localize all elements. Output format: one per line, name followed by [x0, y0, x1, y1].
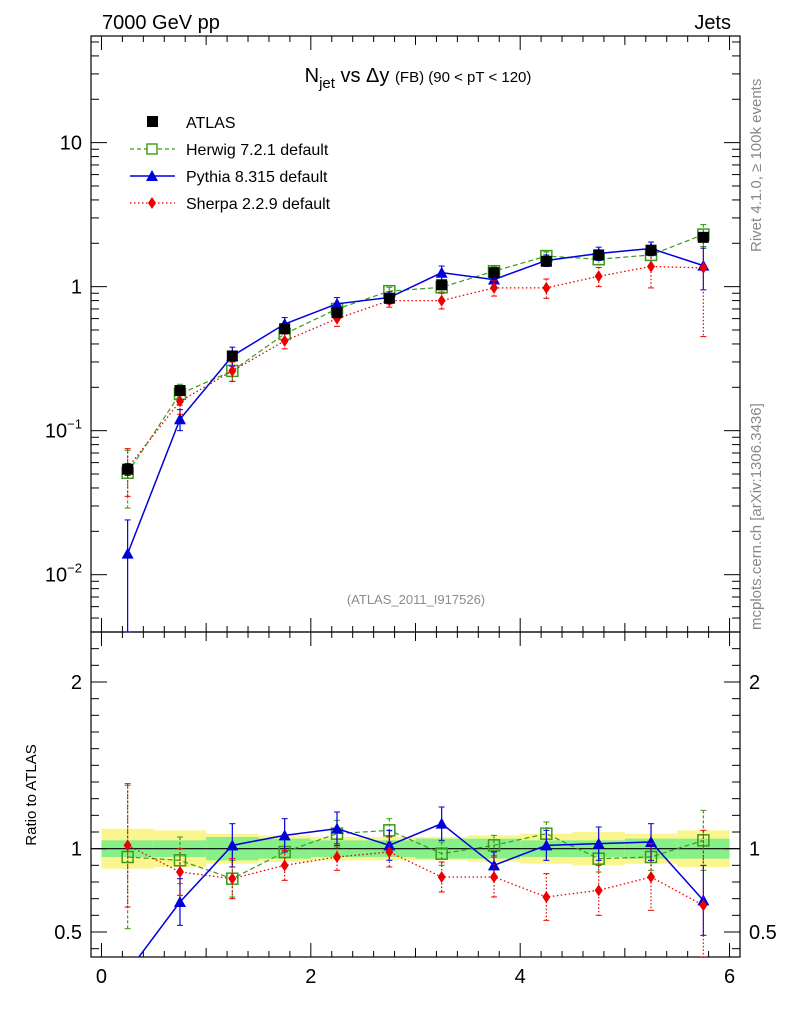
pythia-point	[592, 837, 605, 849]
legend: ATLAS Herwig 7.2.1 default Pythia 8.315 …	[130, 115, 331, 213]
sherpa-point	[228, 364, 237, 377]
frames-layer: 0 2 4 6 10−2 10−1 1 10 0.5 0.5 1 1 2 2	[45, 35, 777, 988]
sherpa-point	[332, 851, 341, 863]
pythia-main-line	[126, 247, 704, 554]
series-sherpa	[123, 235, 708, 497]
sherpa-point	[699, 261, 708, 274]
sherpa-point	[280, 334, 289, 347]
legend-sherpa-marker	[148, 197, 156, 209]
y-tick-label: 1	[71, 277, 82, 299]
herwig-main-line	[127, 233, 704, 474]
pythia-point	[173, 413, 186, 425]
sherpa-point	[437, 871, 446, 883]
pythia-point	[226, 839, 239, 851]
ratio-series-sherpa	[123, 783, 708, 957]
herwig-point	[173, 854, 187, 867]
atlas-point	[122, 463, 134, 475]
atlas-point	[697, 231, 709, 243]
x-tick-label: 2	[305, 966, 316, 988]
analysis-label: (ATLAS_2011_I917526)	[347, 592, 485, 607]
atlas-point	[383, 292, 395, 304]
sherpa-point	[490, 281, 499, 294]
legend-sherpa-label: Sherpa 2.2.9 default	[186, 196, 331, 213]
pythia-point	[121, 547, 134, 559]
sherpa-main-line	[127, 265, 704, 469]
pythia-point	[645, 836, 658, 847]
sherpa-point	[175, 395, 184, 408]
atlas-point	[488, 267, 500, 279]
legend-herwig-marker	[146, 143, 158, 155]
x-tick-label: 0	[96, 966, 107, 988]
sherpa-point	[385, 846, 394, 858]
herwig-point	[435, 847, 448, 860]
sherpa-point	[542, 891, 551, 903]
pythia-point	[330, 297, 343, 309]
x-tick-label: 6	[724, 966, 735, 988]
atlas-point	[593, 249, 605, 261]
ratio-y-tick-label: 1	[71, 839, 82, 861]
atlas-point	[279, 323, 291, 335]
sherpa-point	[699, 899, 708, 912]
atlas-point	[436, 279, 448, 291]
pythia-point	[540, 839, 553, 851]
header-left: 7000 GeV pp	[102, 12, 220, 34]
atlas-point	[174, 385, 186, 397]
ratio-frame	[90, 631, 741, 958]
pythia-point	[435, 817, 448, 829]
y-tick-label: 10−2	[45, 561, 82, 587]
ratio-ylabel: Ratio to ATLAS	[23, 744, 40, 845]
ratio-series-pythia	[137, 806, 710, 957]
pythia-point	[435, 266, 448, 278]
rivet-label: Rivet 4.1.0, ≥ 100k events	[748, 79, 765, 252]
ratio-y-tick-label-right: 1	[749, 839, 760, 861]
ratio-y-tick-label: 0.5	[54, 922, 82, 944]
series-herwig	[121, 224, 710, 509]
legend-atlas-marker	[147, 116, 158, 127]
y-tick-label: 10	[60, 133, 82, 155]
legend-pythia-marker	[146, 170, 158, 181]
pythia-ratio-line	[137, 822, 704, 957]
legend-herwig-label: Herwig 7.2.1 default	[186, 142, 329, 159]
sherpa-point	[594, 884, 603, 897]
sherpa-ratio-line	[127, 844, 704, 906]
ratio-y-tick-label: 2	[71, 672, 82, 694]
pythia-point	[173, 896, 186, 907]
herwig-point	[487, 839, 501, 852]
sherpa-point	[123, 839, 132, 852]
sherpa-point	[594, 270, 603, 283]
legend-atlas-label: ATLAS	[186, 115, 236, 132]
series-atlas	[122, 231, 709, 476]
ratio-y-tick-label-right: 0.5	[749, 922, 777, 944]
herwig-ratio-line	[127, 829, 704, 880]
atlas-point	[540, 255, 552, 267]
pythia-point	[278, 829, 291, 841]
atlas-point	[331, 307, 343, 319]
sherpa-point	[280, 859, 289, 872]
sherpa-point	[437, 294, 446, 307]
sherpa-point	[647, 871, 656, 883]
legend-pythia-label: Pythia 8.315 default	[186, 169, 328, 186]
x-tick-label: 4	[515, 966, 526, 988]
sherpa-point	[542, 281, 551, 294]
mcplots-label: mcplots.cern.ch [arXiv:1306.3436]	[748, 403, 765, 630]
sherpa-point	[490, 871, 499, 883]
pythia-point	[330, 822, 343, 834]
sherpa-point	[175, 866, 184, 878]
pythia-point	[488, 273, 501, 285]
ratio-y-tick-label-right: 2	[749, 672, 760, 694]
header-right: Jets	[694, 12, 731, 34]
y-tick-label: 10−1	[45, 417, 82, 443]
atlas-point	[226, 350, 238, 362]
series-layer	[121, 224, 710, 957]
atlas-point	[645, 244, 657, 256]
sherpa-point	[647, 260, 656, 273]
sherpa-point	[228, 872, 237, 885]
chart-title: Njet vs Δy (FB) (90 < pT < 120)	[305, 65, 532, 92]
